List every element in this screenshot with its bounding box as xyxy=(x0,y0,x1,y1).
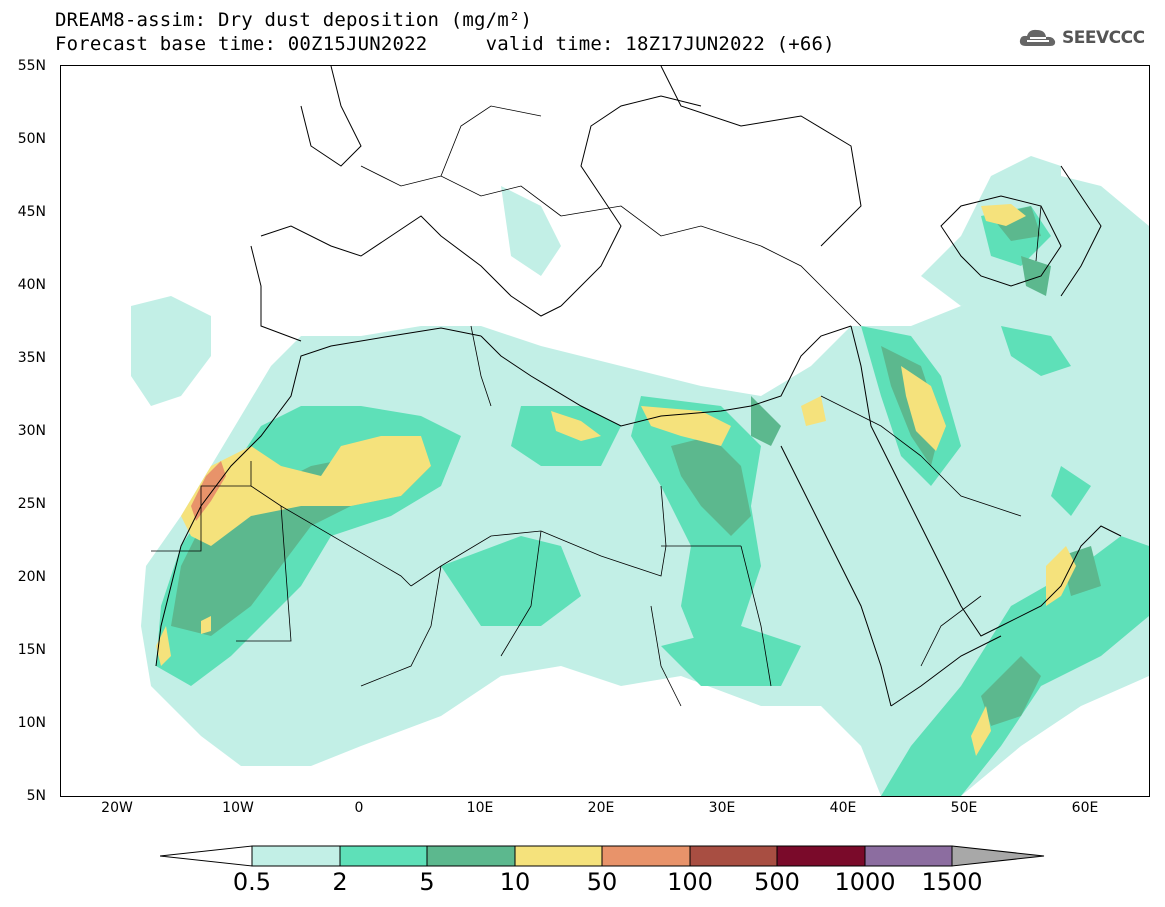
colorbar-swatch xyxy=(514,845,603,867)
seevccc-logo: SEEVCCC xyxy=(1018,26,1145,50)
deposition-level-50 xyxy=(191,461,226,521)
lat-label-15N: 15N xyxy=(17,642,46,658)
colorbar-swatch xyxy=(601,845,691,867)
lat-label-50N: 50N xyxy=(17,131,46,147)
map-title: DREAM8-assim: Dry dust deposition (mg/m²… xyxy=(55,9,533,31)
lat-label-20N: 20N xyxy=(17,569,46,585)
colorbar-swatch xyxy=(426,845,516,867)
colorbar-label: 2 xyxy=(332,868,348,896)
lon-label-20W: 20W xyxy=(101,800,133,816)
colorbar-label: 100 xyxy=(667,868,713,896)
colorbar-swatch xyxy=(864,845,953,867)
colorbar-label: 1000 xyxy=(834,868,896,896)
lon-label-10E: 10E xyxy=(466,800,494,816)
lon-label-0: 0 xyxy=(354,800,364,816)
colorbar-label: 500 xyxy=(754,868,800,896)
colorbar-swatch xyxy=(339,845,428,867)
colorbar-label: 5 xyxy=(419,868,435,896)
lat-label-25N: 25N xyxy=(17,496,46,512)
lon-label-50E: 50E xyxy=(950,800,978,816)
colorbar-label: 0.5 xyxy=(232,868,272,896)
colorbar-upper-arrow xyxy=(951,845,1045,867)
dust-deposition-map xyxy=(60,65,1150,797)
deposition-level-0.5 xyxy=(131,156,1149,796)
lon-label-60E: 60E xyxy=(1071,800,1099,816)
lat-label-55N: 55N xyxy=(17,58,46,74)
colorbar-label: 10 xyxy=(499,868,531,896)
lat-label-10N: 10N xyxy=(17,715,46,731)
lat-label-45N: 45N xyxy=(17,204,46,220)
colorbar-lower-arrow xyxy=(160,845,253,867)
colorbar-swatch xyxy=(689,845,778,867)
lon-label-40E: 40E xyxy=(829,800,857,816)
lat-label-5N: 5N xyxy=(26,788,46,804)
colorbar xyxy=(160,845,1045,867)
forecast-time-line: Forecast base time: 00Z15JUN2022 valid t… xyxy=(55,33,835,55)
lon-label-10W: 10W xyxy=(222,800,254,816)
lat-label-30N: 30N xyxy=(17,423,46,439)
lon-label-20E: 20E xyxy=(587,800,615,816)
logo-text: SEEVCCC xyxy=(1062,28,1145,48)
lon-label-30E: 30E xyxy=(708,800,736,816)
deposition-level-10 xyxy=(156,204,1076,756)
map-canvas xyxy=(131,66,1149,796)
colorbar-label: 1500 xyxy=(921,868,983,896)
colorbar-label: 50 xyxy=(586,868,618,896)
colorbar-swatch xyxy=(776,845,866,867)
coastlines xyxy=(155,66,1122,707)
borders xyxy=(151,105,1042,707)
lat-label-35N: 35N xyxy=(17,350,46,366)
colorbar-swatch xyxy=(251,845,341,867)
cloud-icon xyxy=(1019,29,1056,46)
lat-label-40N: 40N xyxy=(17,277,46,293)
